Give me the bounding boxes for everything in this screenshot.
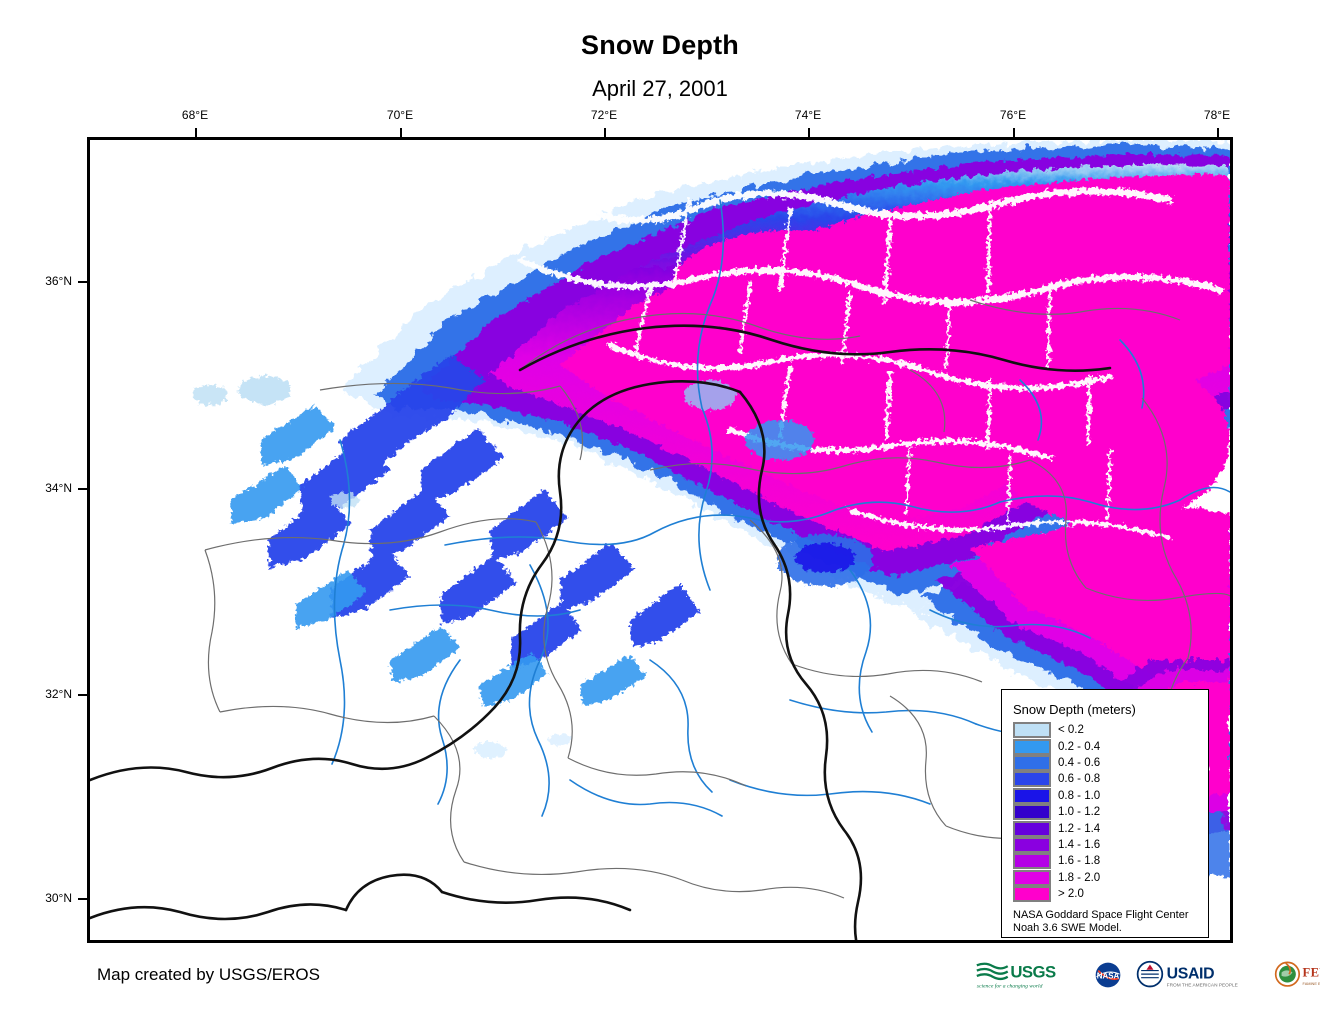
- legend-row: 1.2 - 1.4: [1013, 820, 1208, 837]
- legend-swatch: [1013, 869, 1051, 886]
- snow-depth-raster-map[interactable]: [90, 140, 1230, 940]
- fewsnet-logo: FEWS NET FAMINE EARLY WARNING SYSTEMS NE…: [1274, 961, 1320, 987]
- longitude-tick-label: 78°E: [1203, 108, 1231, 122]
- legend-row: 1.4 - 1.6: [1013, 836, 1208, 853]
- longitude-tick-label: 76°E: [999, 108, 1027, 122]
- longitude-tick: [400, 128, 402, 137]
- legend-label: 1.8 - 2.0: [1058, 871, 1101, 884]
- agency-logo-strip: USGS science for a changing world NASA U…: [975, 958, 1320, 992]
- legend-source-line-2: Noah 3.6 SWE Model.: [1013, 922, 1122, 935]
- legend-swatch: [1013, 771, 1051, 788]
- latitude-tick: [78, 898, 87, 900]
- legend-label: 1.0 - 1.2: [1058, 806, 1101, 819]
- legend-label: 0.4 - 0.6: [1058, 756, 1101, 769]
- svg-text:FROM THE AMERICAN PEOPLE: FROM THE AMERICAN PEOPLE: [1167, 982, 1238, 988]
- latitude-tick-label: 32°N: [45, 687, 72, 701]
- svg-text:FAMINE EARLY WARNING SYSTEMS N: FAMINE EARLY WARNING SYSTEMS NETWORK: [1303, 982, 1320, 986]
- legend-row: 1.0 - 1.2: [1013, 804, 1208, 821]
- legend-swatch: [1013, 886, 1051, 903]
- latitude-tick-label: 30°N: [45, 891, 72, 905]
- longitude-tick-label: 72°E: [590, 108, 618, 122]
- nasa-logo: NASA: [1095, 962, 1121, 988]
- admin-boundaries-layer: [204, 299, 1230, 899]
- legend-row: 0.6 - 0.8: [1013, 771, 1208, 788]
- svg-text:USAID: USAID: [1167, 966, 1215, 983]
- svg-text:NASA: NASA: [1097, 972, 1120, 981]
- legend-label: 1.6 - 1.8: [1058, 855, 1101, 868]
- legend-label: < 0.2: [1058, 724, 1084, 737]
- legend-row: 0.8 - 1.0: [1013, 787, 1208, 804]
- legend-swatch: [1013, 804, 1051, 821]
- legend-row: 0.2 - 0.4: [1013, 738, 1208, 755]
- longitude-tick-label: 68°E: [181, 108, 209, 122]
- usgs-logo: USGS science for a changing world: [976, 962, 1057, 989]
- longitude-tick: [1013, 128, 1015, 137]
- legend-swatch: [1013, 738, 1051, 755]
- legend-swatch: [1013, 853, 1051, 870]
- legend-source-note: NASA Goddard Space Flight Center Noah 3.…: [1013, 909, 1208, 935]
- longitude-tick-label: 74°E: [794, 108, 822, 122]
- svg-text:science for a changing world: science for a changing world: [977, 982, 1043, 989]
- legend-swatch: [1013, 836, 1051, 853]
- international-borders-layer: [90, 324, 1112, 940]
- legend-label: > 2.0: [1058, 888, 1084, 901]
- legend-row: > 2.0: [1013, 886, 1208, 903]
- legend-swatch: [1013, 787, 1051, 804]
- legend-source-line-1: NASA Goddard Space Flight Center: [1013, 909, 1189, 922]
- latitude-tick: [78, 281, 87, 283]
- svg-text:FEWS NET: FEWS NET: [1303, 966, 1320, 980]
- map-date-subtitle: April 27, 2001: [592, 76, 728, 101]
- latitude-tick-label: 34°N: [45, 481, 72, 495]
- legend-class-list: < 0.2 0.2 - 0.4 0.4 - 0.6 0.6 - 0.8 0.8 - 1.…: [1002, 722, 1208, 903]
- latitude-tick-label: 36°N: [45, 274, 72, 288]
- snow-raster-group: [192, 140, 1230, 880]
- longitude-tick: [604, 128, 606, 137]
- usaid-logo: USAID FROM THE AMERICAN PEOPLE: [1136, 960, 1238, 988]
- legend-swatch: [1013, 754, 1051, 771]
- legend-row: 1.6 - 1.8: [1013, 853, 1208, 870]
- legend-label: 1.2 - 1.4: [1058, 822, 1101, 835]
- longitude-tick: [1217, 128, 1219, 137]
- legend-swatch: [1013, 820, 1051, 837]
- legend-row: 1.8 - 2.0: [1013, 869, 1208, 886]
- legend-label: 0.6 - 0.8: [1058, 773, 1101, 786]
- legend-label: 0.2 - 0.4: [1058, 740, 1101, 753]
- legend-swatch: [1013, 722, 1051, 739]
- longitude-tick-label: 70°E: [386, 108, 414, 122]
- legend-row: 0.4 - 0.6: [1013, 754, 1208, 771]
- legend-label: 0.8 - 1.0: [1058, 789, 1101, 802]
- latitude-tick: [78, 694, 87, 696]
- legend-title: Snow Depth (meters): [1013, 702, 1136, 717]
- page-title: Snow Depth: [581, 30, 739, 60]
- latitude-tick: [78, 488, 87, 490]
- legend-row: < 0.2: [1013, 722, 1208, 739]
- longitude-tick: [195, 128, 197, 137]
- legend-label: 1.4 - 1.6: [1058, 838, 1101, 851]
- svg-text:USGS: USGS: [1010, 963, 1056, 982]
- map-legend[interactable]: Snow Depth (meters) < 0.2 0.2 - 0.4 0.4 - …: [1001, 689, 1209, 938]
- map-credit: Map created by USGS/EROS: [97, 965, 320, 984]
- longitude-tick: [808, 128, 810, 137]
